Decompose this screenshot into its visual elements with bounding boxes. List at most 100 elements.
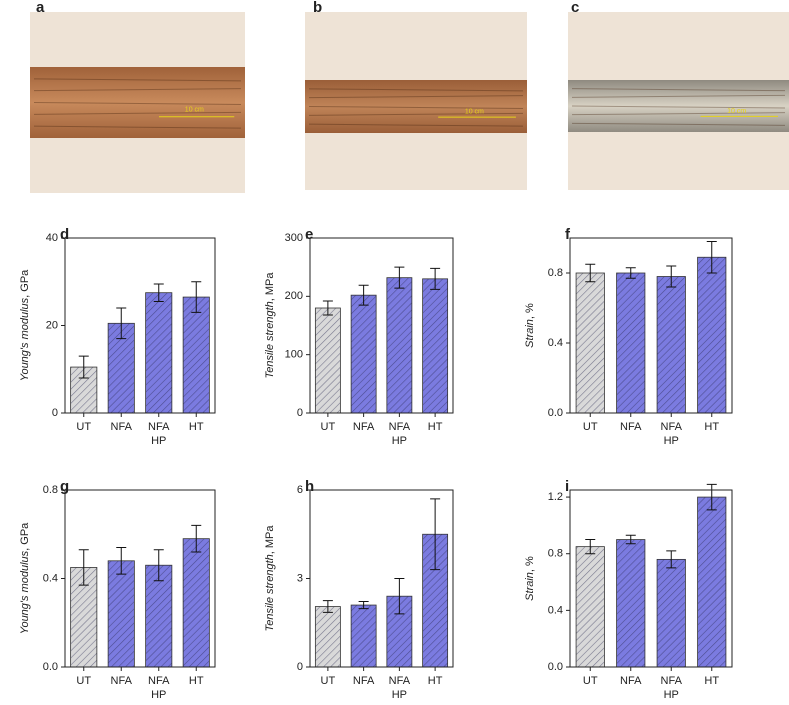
x-tick-label: NFA [111,421,133,433]
fiber-streak [308,88,524,92]
panel-label: a [36,0,45,16]
y-axis-label-part: Tensile strength [264,554,276,631]
y-tick-label: 40 [46,232,58,244]
y-tick-label: 0.4 [43,572,58,584]
x-tick-label: NFA [620,675,642,687]
fiber-streak [33,111,242,115]
fiber-streak [571,112,786,116]
scale-label: 10 cm [185,106,204,113]
bar [182,296,210,414]
plot-frame [64,237,216,414]
y-axis-label: Strain, % [524,556,536,601]
x-tick-sublabel: HP [392,689,407,701]
x-tick-label: UT [76,675,91,687]
x-tick-label: NFA [353,675,375,687]
y-axis-label-part: , MPa [264,272,276,302]
error-bar [153,283,164,302]
x-tick-label: UT [583,675,598,687]
y-axis-label-part: , GPa [19,269,31,298]
scale-label: 10 cm [727,108,746,115]
plot-frame [64,489,216,668]
fiber-streak [308,123,524,127]
y-axis-label-part: Strain [524,572,536,601]
panel-label: i [565,478,569,495]
y-tick-label: 200 [285,290,303,302]
x-tick-label: HT [428,675,443,687]
x-tick-label: NFA [148,675,170,687]
panel-label: b [313,0,322,16]
error-bar [322,600,333,613]
y-tick-label: 1.2 [548,491,563,503]
fiber-streak [571,94,786,98]
y-tick-label: 0.8 [548,548,563,560]
x-tick-label: HT [189,675,204,687]
scale-label: 10 cm [465,109,484,116]
error-bar [430,498,441,571]
x-tick-label: HT [428,421,443,433]
bar [616,539,646,668]
fiber-streak [33,88,242,92]
fiber-streak [308,106,524,109]
y-axis-label: Young's modulus, GPa [19,522,31,634]
x-tick-label: UT [76,421,91,433]
error-bar [394,578,405,615]
fiber-streak [33,125,242,129]
x-tick-label: NFA [620,421,642,433]
x-tick-label: UT [321,421,336,433]
y-axis-label-part: Strain [524,319,536,348]
panel-label: c [571,0,579,16]
fiber-streak [33,102,242,105]
bar [697,256,727,414]
bar [182,538,210,668]
error-bar [191,524,202,553]
error-bar [706,241,717,274]
error-bar [585,263,596,283]
fiber-bundle [30,67,245,138]
y-axis-label-part: Young's modulus [19,297,31,381]
x-tick-label: NFA [111,675,133,687]
x-tick-label: HT [189,421,204,433]
y-tick-label: 100 [285,349,303,361]
error-bar [666,265,677,288]
bar [386,277,413,414]
y-tick-label: 0.0 [548,661,563,673]
error-bar [78,355,89,379]
fiber-bundle [305,80,527,133]
y-tick-label: 0 [297,407,303,419]
x-tick-label: HT [704,421,719,433]
fiber-streak [308,95,524,99]
panel-label: d [60,226,69,243]
x-tick-label: UT [321,675,336,687]
y-axis-label: Tensile strength, MPa [264,525,276,632]
error-bar [625,267,636,279]
bar [422,278,449,414]
y-tick-label: 6 [297,484,303,496]
bar [107,560,135,668]
fiber-streak [571,88,786,92]
y-axis-label: Young's modulus, GPa [19,269,31,381]
error-bar [78,549,89,586]
x-tick-label: NFA [661,675,683,687]
error-bar [322,300,333,316]
y-tick-label: 3 [297,572,303,584]
panel-label: f [565,226,571,243]
y-tick-label: 0.0 [548,407,563,419]
bar [145,292,173,414]
error-bar [625,534,636,545]
error-bar [666,550,677,569]
plot-frame [309,237,454,414]
y-axis-label-part: , MPa [264,525,276,555]
bar [697,496,727,668]
bar [145,564,173,668]
x-tick-sublabel: HP [151,435,166,447]
bar [350,294,377,414]
x-tick-label: NFA [661,421,683,433]
y-tick-label: 20 [46,319,58,331]
error-bar [153,549,164,582]
error-bar [116,547,127,575]
error-bar [358,284,369,306]
error-bar [116,307,127,340]
bar [575,546,605,668]
y-axis-label-part: , % [524,303,536,319]
